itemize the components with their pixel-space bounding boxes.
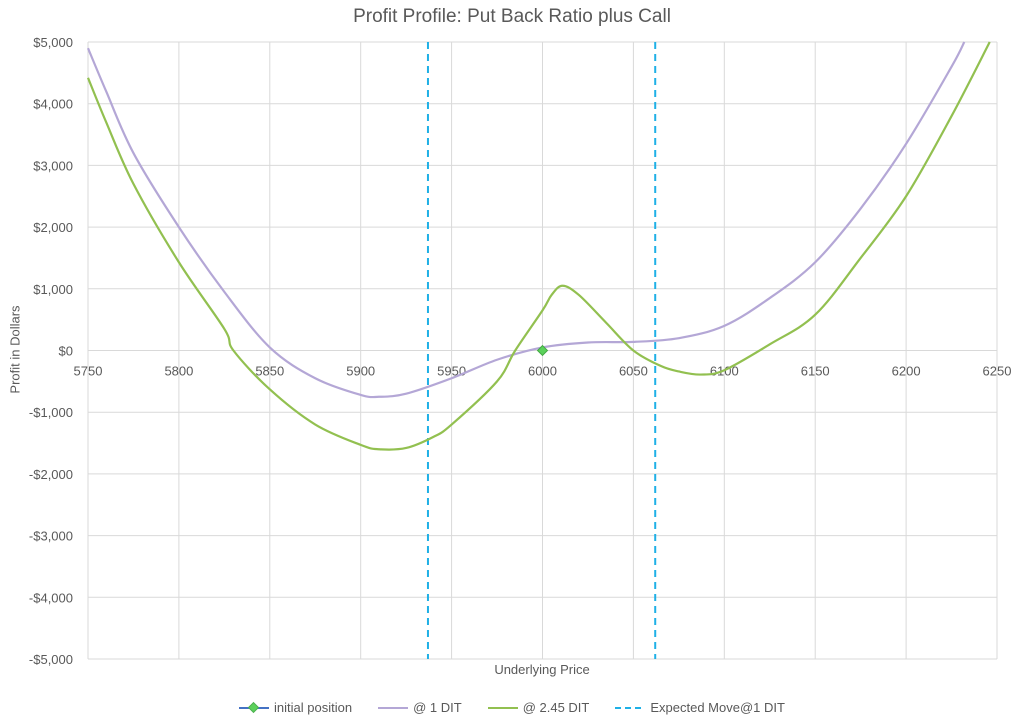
legend-item-2-45-dit: @ 2.45 DIT xyxy=(487,700,590,715)
x-tick-label: 5900 xyxy=(346,364,375,379)
initial-position-marker xyxy=(536,344,549,357)
x-axis-label: Underlying Price xyxy=(494,662,590,677)
gridlines xyxy=(87,41,998,660)
y-tick-label: $5,000 xyxy=(33,35,73,50)
legend-label: initial position xyxy=(274,700,353,715)
y-tick-label: $0 xyxy=(59,344,73,359)
legend: initial position @ 1 DIT @ 2.45 DIT Expe… xyxy=(0,700,1024,715)
y-tick-label: -$1,000 xyxy=(29,405,73,420)
x-tick-label: 5750 xyxy=(74,364,103,379)
legend-label: @ 2.45 DIT xyxy=(522,700,590,715)
x-tick-label: 5950 xyxy=(437,364,466,379)
chart-title: Profit Profile: Put Back Ratio plus Call xyxy=(353,6,671,27)
green-line-icon xyxy=(487,706,518,709)
y-tick-label: -$4,000 xyxy=(29,590,73,605)
diamond-marker-icon xyxy=(536,344,549,357)
x-tick-label: 5850 xyxy=(255,364,284,379)
x-tick-label: 5800 xyxy=(164,364,193,379)
series-lines xyxy=(86,41,991,451)
legend-item-initial-position: initial position xyxy=(239,700,352,715)
x-tick-label: 6250 xyxy=(983,364,1012,379)
tick-labels: $5,000 $4,000 $3,000 $2,000 $1,000 $0 -$1,000 -… xyxy=(29,35,1012,667)
y-tick-label: -$2,000 xyxy=(29,467,73,482)
y-tick-label: $1,000 xyxy=(33,282,73,297)
y-tick-label: -$5,000 xyxy=(29,652,73,667)
x-tick-label: 6050 xyxy=(619,364,648,379)
y-tick-label: $4,000 xyxy=(33,97,73,112)
y-tick-label: $2,000 xyxy=(33,220,73,235)
line-marker-icon xyxy=(239,701,270,713)
legend-item-1-dit: @ 1 DIT xyxy=(378,700,462,715)
legend-item-expected-move: Expected Move@1 DIT xyxy=(615,700,785,715)
legend-label: @ 1 DIT xyxy=(413,700,462,715)
expected-move-lines xyxy=(426,42,657,659)
line-1-dit xyxy=(86,41,966,399)
x-tick-label: 6200 xyxy=(892,364,921,379)
purple-line-icon xyxy=(378,706,409,709)
line-2-45-dit xyxy=(86,41,991,451)
y-axis-label: Profit in Dollars xyxy=(7,305,23,394)
legend-label: Expected Move@1 DIT xyxy=(650,700,785,715)
x-tick-label: 6000 xyxy=(528,364,557,379)
y-tick-label: -$3,000 xyxy=(29,529,73,544)
y-tick-label: $3,000 xyxy=(33,158,73,173)
dashed-line-icon xyxy=(615,706,646,709)
x-tick-label: 6150 xyxy=(801,364,830,379)
